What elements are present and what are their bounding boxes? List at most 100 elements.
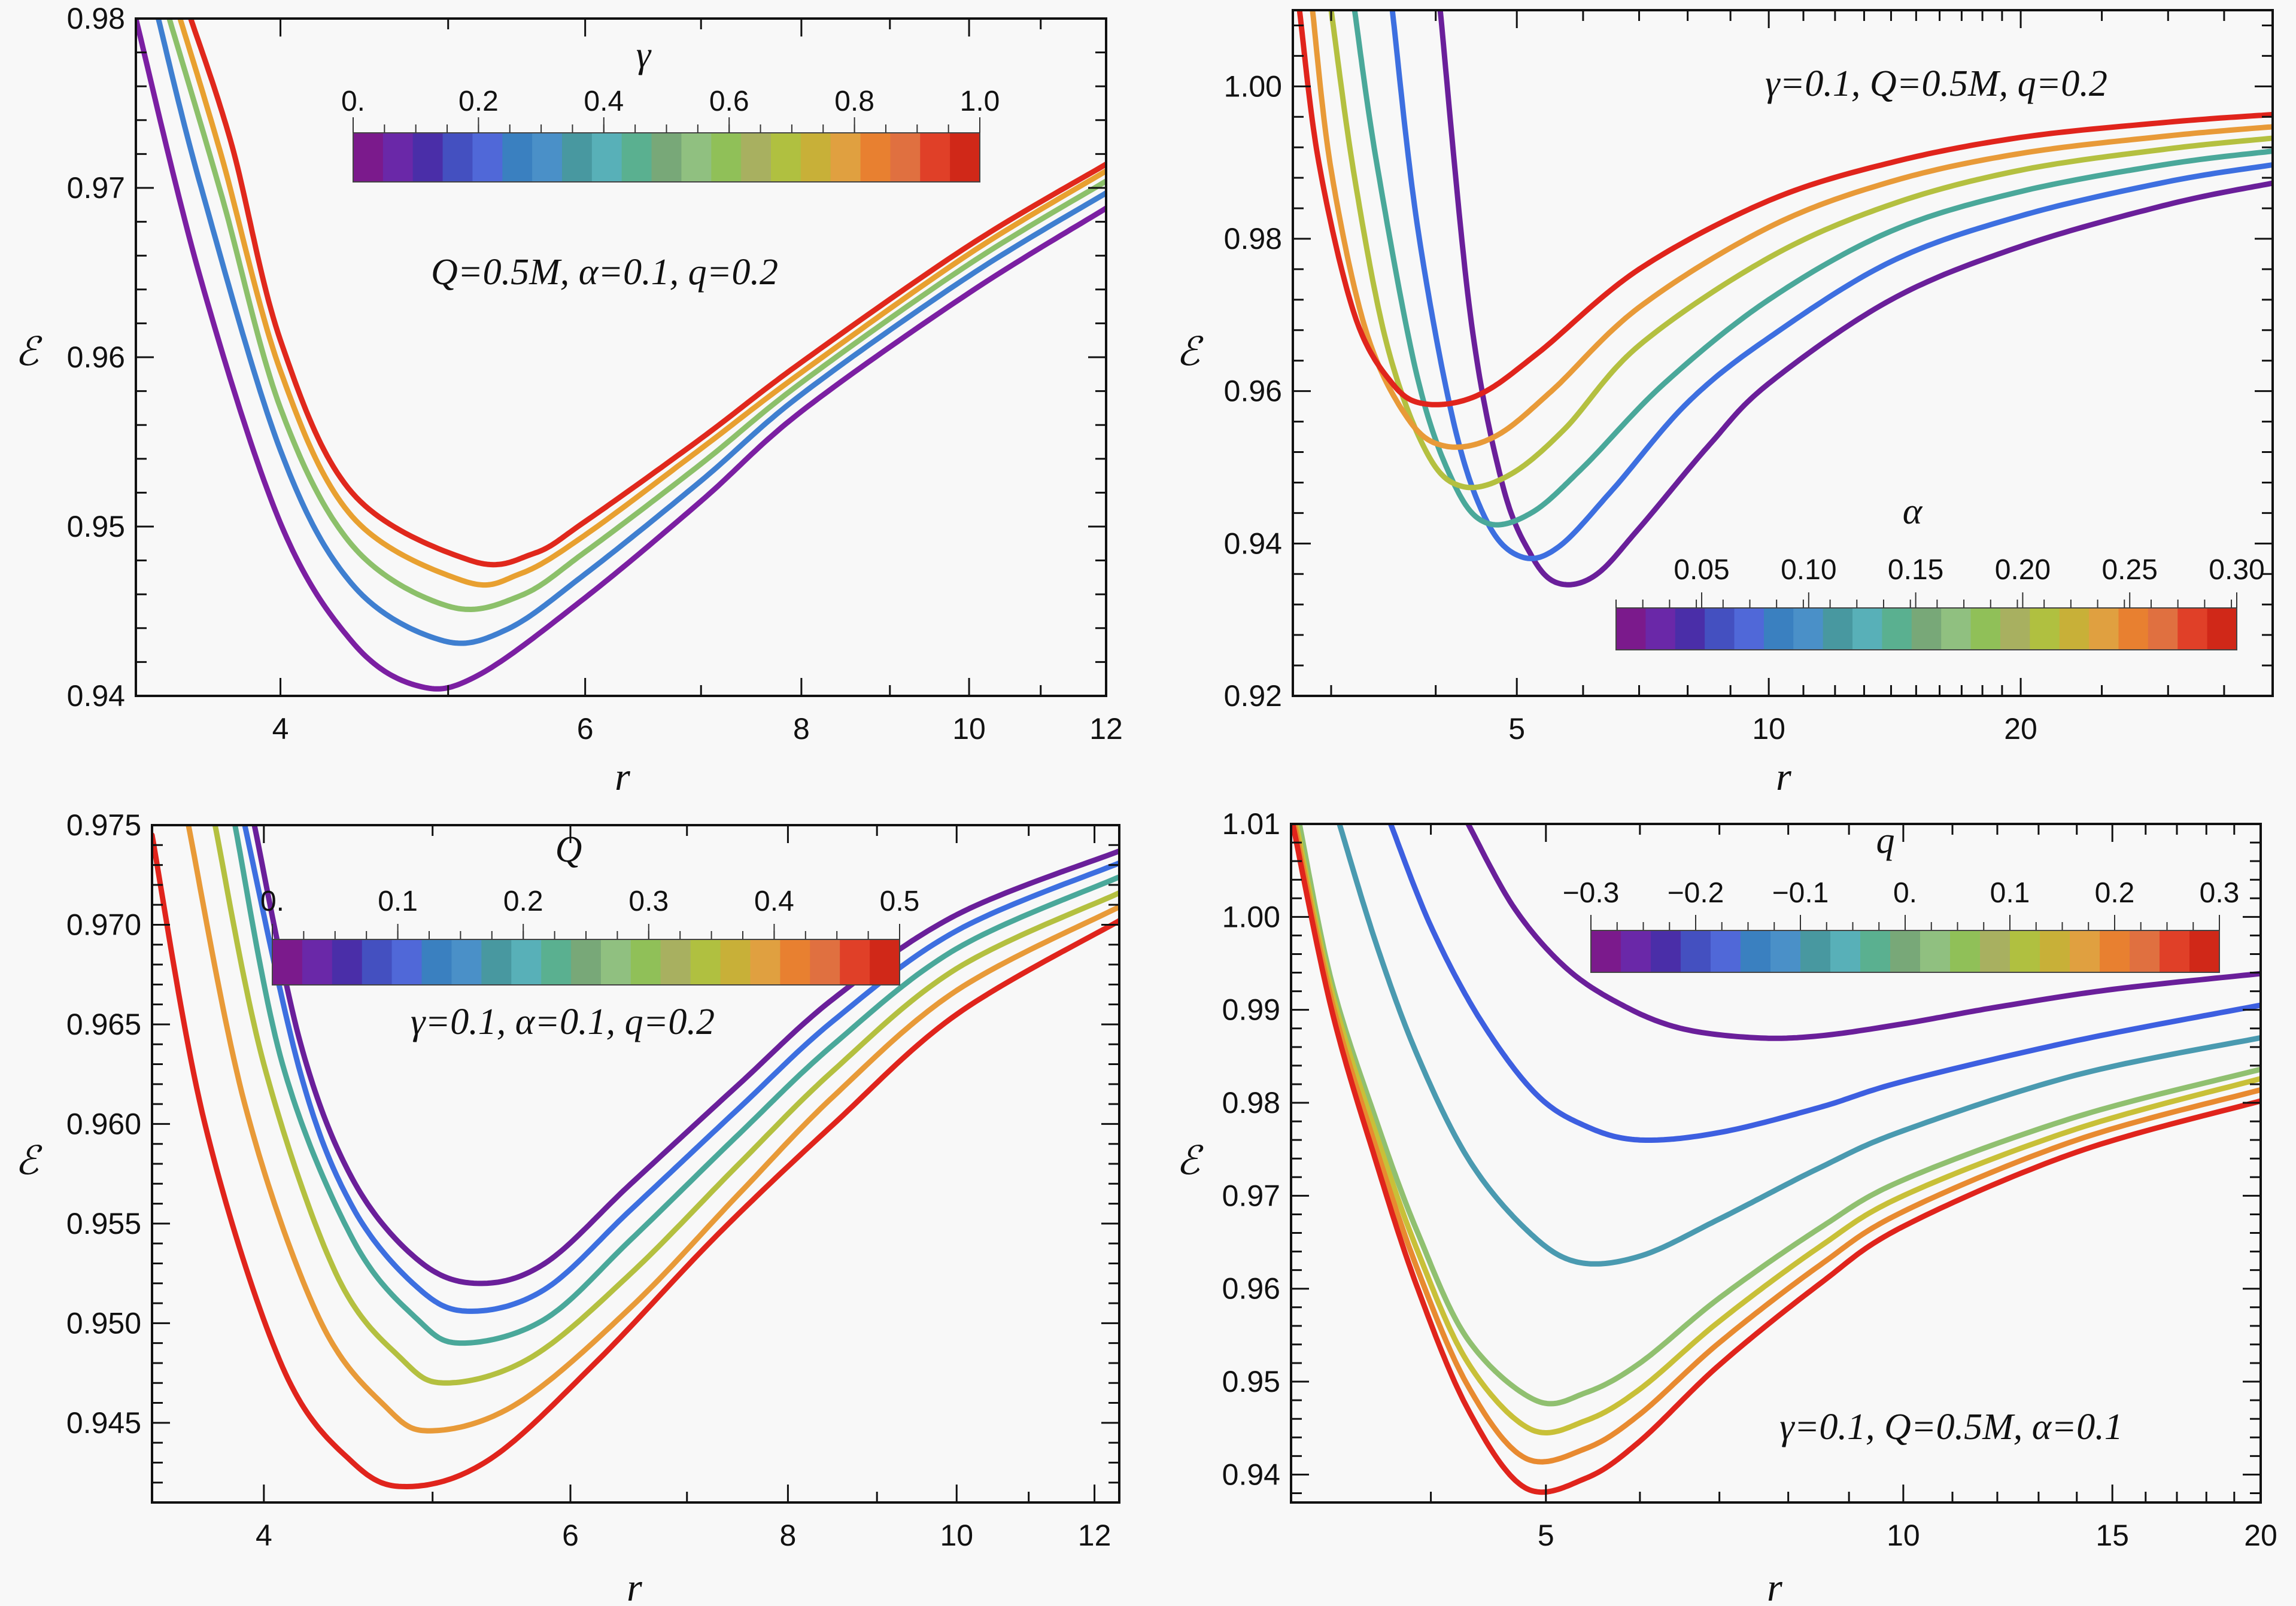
y-tick-label: 0.950 xyxy=(66,1306,141,1340)
colorbar-swatch xyxy=(1830,930,1861,972)
x-tick-label: 8 xyxy=(793,712,810,746)
colorbar-swatch xyxy=(1741,930,1771,972)
colorbar-tick-label: 0.2 xyxy=(458,86,499,117)
colorbar-swatch xyxy=(451,939,482,985)
y-tick-label: 0.970 xyxy=(66,908,141,941)
y-axis-label: ℰ xyxy=(1176,1139,1204,1183)
colorbar-tick-label: 0.4 xyxy=(584,86,624,117)
annotation: γ=0.1, Q=0.5M, α=0.1 xyxy=(1779,1407,2122,1447)
plot-frame xyxy=(1290,823,2262,1504)
colorbar-swatch xyxy=(2000,608,2031,650)
colorbar-swatch xyxy=(2010,930,2040,972)
series-line-4 xyxy=(186,825,1119,1434)
colorbar-swatch xyxy=(681,133,712,182)
colorbar-swatch xyxy=(870,939,900,985)
colorbar-swatch xyxy=(2177,608,2208,650)
colorbar-swatch xyxy=(1591,930,1621,972)
colorbar-tick-label: 0.2 xyxy=(2095,877,2135,909)
colorbar-tick-label: −0.2 xyxy=(1668,877,1724,909)
colorbar-swatch xyxy=(1860,930,1891,972)
colorbar-swatch xyxy=(1621,930,1651,972)
x-axis-label: r xyxy=(615,755,630,799)
colorbar-swatch xyxy=(2100,930,2130,972)
y-axis-label: ℰ xyxy=(15,1139,42,1183)
colorbar-tick-label: 0.3 xyxy=(2200,877,2240,909)
y-axis-label: ℰ xyxy=(1176,330,1204,374)
y-tick-label: 0.94 xyxy=(67,679,125,713)
colorbar-swatch xyxy=(1793,608,1824,650)
colorbar-tick-label: 0.8 xyxy=(834,86,874,117)
colorbar-swatch xyxy=(600,939,631,985)
x-tick-label: 6 xyxy=(562,1519,579,1552)
colorbar-swatch xyxy=(382,133,414,182)
colorbar-frame xyxy=(1615,607,2237,650)
colorbar-swatch xyxy=(890,133,921,182)
colorbar-swatch xyxy=(302,939,333,985)
series-line-1 xyxy=(1389,10,2273,561)
colorbar-tick-label: 0. xyxy=(341,86,365,117)
colorbar-swatch xyxy=(472,133,503,182)
colorbar-swatch xyxy=(1852,608,1883,650)
colorbar-swatch xyxy=(1800,930,1831,972)
series-line-2 xyxy=(232,825,1119,1346)
colorbar-swatch xyxy=(810,939,841,985)
colorbar-swatch xyxy=(920,133,951,182)
colorbar-tick-label: −0.3 xyxy=(1563,877,1620,909)
series-line-4 xyxy=(188,19,1106,568)
y-tick-label: 0.960 xyxy=(66,1107,141,1140)
colorbar-tick-label: 0.3 xyxy=(628,886,669,917)
colorbar-swatch xyxy=(2089,608,2119,650)
x-tick-label: 12 xyxy=(1078,1519,1111,1552)
colorbar-swatch xyxy=(651,133,682,182)
y-tick-label: 0.95 xyxy=(1222,1365,1280,1398)
colorbar-swatch xyxy=(532,133,563,182)
colorbar-swatch xyxy=(1651,930,1681,972)
y-tick-label: 0.97 xyxy=(67,171,125,205)
series-line-5 xyxy=(1292,824,2261,1465)
x-tick-label: 10 xyxy=(940,1519,973,1552)
colorbar-tick-label: 0.1 xyxy=(378,886,418,917)
colorbar-swatch xyxy=(1616,608,1647,650)
colorbar-title: Q xyxy=(555,829,582,870)
colorbar-swatch xyxy=(2130,930,2160,972)
series-line-4 xyxy=(1293,824,2261,1435)
colorbar-tick-label: 0.15 xyxy=(1888,554,1943,586)
colorbar-swatch xyxy=(1645,608,1676,650)
colorbar-swatch xyxy=(1911,608,1942,650)
series-line-3 xyxy=(1296,824,2261,1407)
colorbar-tick-label: 0.2 xyxy=(503,886,543,917)
colorbar-tick-label: 0.10 xyxy=(1781,554,1836,586)
x-tick-label: 15 xyxy=(2095,1519,2129,1552)
colorbar-swatch xyxy=(1882,608,1912,650)
colorbar-swatch xyxy=(1770,930,1801,972)
colorbar-swatch xyxy=(720,939,751,985)
colorbar-swatch xyxy=(1675,608,1706,650)
colorbar-swatch xyxy=(2148,608,2179,650)
colorbar-tick-label: 0.25 xyxy=(2101,554,2157,586)
y-tick-label: 0.965 xyxy=(66,1008,141,1041)
colorbar-swatch xyxy=(2189,930,2220,972)
y-tick-label: 0.98 xyxy=(67,2,125,35)
colorbar-swatch xyxy=(1950,930,1981,972)
colorbar-swatch xyxy=(421,939,452,985)
colorbar-swatch xyxy=(412,133,444,182)
y-tick-label: 1.00 xyxy=(1222,900,1280,933)
y-tick-label: 0.92 xyxy=(1224,679,1282,713)
panel-q: γ=0.1, Q=0.5M, α=0.1 q r ℰ 5 10 15 20 0.94 0.… xyxy=(1176,807,2277,1606)
series-line-0 xyxy=(1437,10,2273,588)
colorbar-swatch xyxy=(771,133,801,182)
y-tick-label: 0.94 xyxy=(1224,527,1282,560)
x-tick-label: 20 xyxy=(2004,712,2037,746)
y-tick-label: 0.96 xyxy=(1222,1272,1280,1306)
series-line-3 xyxy=(1328,10,2273,491)
plot-frame xyxy=(1292,9,2274,697)
colorbar-swatch xyxy=(2118,608,2149,650)
colorbar-swatch xyxy=(1980,930,2010,972)
series-line-0 xyxy=(136,19,1106,692)
colorbar-swatch xyxy=(750,939,781,985)
colorbar-tick-label: 0.5 xyxy=(880,886,920,917)
x-tick-label: 5 xyxy=(1538,1519,1554,1552)
series-line-2 xyxy=(1352,10,2273,528)
colorbar-swatch xyxy=(2030,608,2060,650)
panel-gamma: Q=0.5M, α=0.1, q=0.2 γ r ℰ 4 6 8 10 12 0.94 0.… xyxy=(15,2,1123,799)
